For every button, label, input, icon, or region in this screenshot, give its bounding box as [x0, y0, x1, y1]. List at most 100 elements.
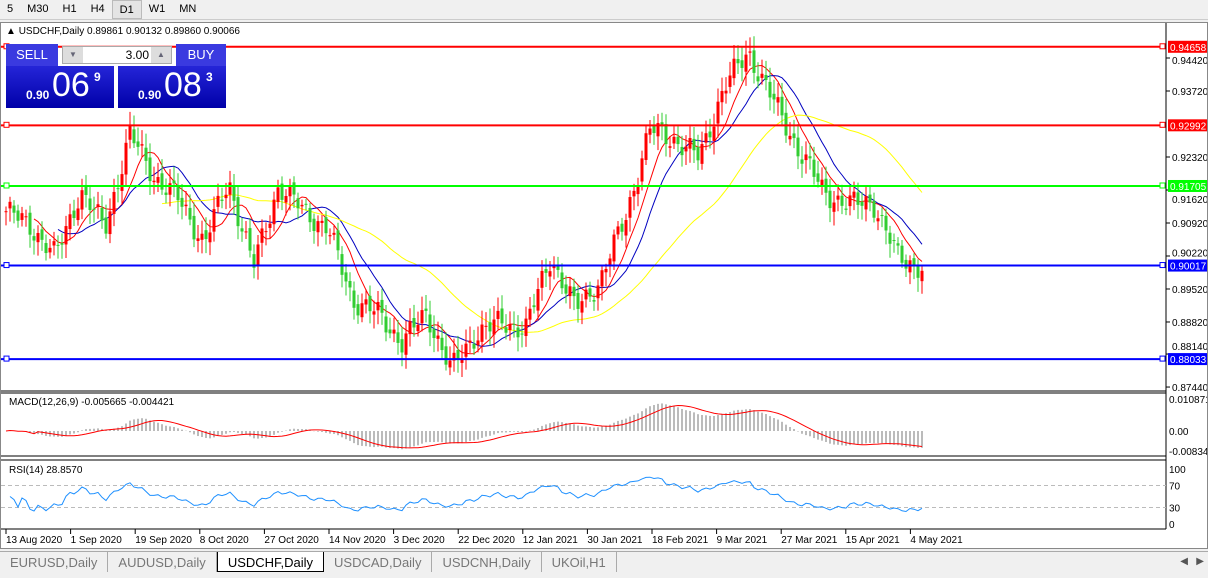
- macd-histogram-bar: [741, 409, 743, 431]
- candle-body: [492, 319, 496, 335]
- macd-histogram-bar: [873, 431, 875, 444]
- candle-body: [636, 185, 640, 195]
- macd-histogram-bar: [197, 431, 199, 437]
- macd-histogram-bar: [41, 431, 43, 435]
- rsi-axis-label: 30: [1169, 504, 1181, 515]
- chart-canvas[interactable]: 0.944200.937200.923200.916200.909200.902…: [1, 23, 1208, 548]
- buy-button[interactable]: BUY: [176, 44, 226, 66]
- chart-tab[interactable]: EURUSD,Daily: [0, 552, 109, 572]
- candle-body: [812, 159, 816, 177]
- timeframe-w1[interactable]: W1: [148, 3, 166, 15]
- candle-body: [832, 202, 836, 212]
- candle-body: [336, 230, 340, 251]
- timeframe-d1[interactable]: D1: [111, 0, 142, 19]
- candle-body: [24, 216, 28, 218]
- candle-body: [816, 173, 820, 182]
- macd-histogram-bar: [101, 428, 103, 431]
- candle-body: [920, 270, 924, 282]
- macd-histogram-bar: [409, 431, 411, 448]
- candle-body: [748, 51, 752, 53]
- macd-histogram-bar: [245, 431, 247, 435]
- macd-histogram-bar: [801, 431, 803, 434]
- candle-body: [136, 141, 140, 147]
- timeframe-m30[interactable]: M30: [27, 3, 49, 15]
- candle-body: [192, 215, 196, 240]
- candle-body: [160, 173, 164, 190]
- candle-body: [624, 220, 628, 236]
- macd-histogram-bar: [125, 423, 127, 431]
- candle-body: [560, 272, 564, 289]
- candle-body: [592, 300, 596, 302]
- candle-body: [544, 269, 548, 273]
- date-axis-label: 30 Jan 2021: [587, 535, 642, 546]
- rsi-line: [9, 476, 923, 513]
- macd-histogram-bar: [865, 431, 867, 444]
- candle-body: [864, 196, 868, 210]
- volume-input[interactable]: 3.00: [125, 48, 149, 62]
- level-handle: [1159, 262, 1166, 269]
- moving-average-line: [33, 64, 923, 355]
- macd-histogram-bar: [673, 406, 675, 431]
- candle-body: [328, 235, 332, 237]
- candle-body: [784, 112, 788, 136]
- candle-body: [456, 349, 460, 360]
- macd-histogram-bar: [485, 431, 487, 437]
- chart-tab[interactable]: AUDUSD,Daily: [108, 552, 217, 572]
- macd-histogram-bar: [525, 431, 527, 432]
- sell-price[interactable]: 0.90 06 9: [6, 66, 114, 108]
- candle-body: [96, 204, 100, 208]
- chart-tab[interactable]: USDCAD,Daily: [324, 552, 433, 572]
- macd-histogram-bar: [337, 431, 339, 436]
- chart-tab[interactable]: USDCNH,Daily: [432, 552, 542, 572]
- macd-histogram-bar: [541, 425, 543, 431]
- candle-body: [488, 322, 492, 332]
- price-axis-label: 0.91620: [1172, 195, 1207, 206]
- chart-tab[interactable]: USDCHF,Daily: [216, 552, 325, 572]
- macd-histogram-bar: [549, 423, 551, 431]
- candle-body: [172, 180, 176, 184]
- macd-histogram-bar: [569, 423, 571, 431]
- macd-histogram-bar: [73, 431, 75, 434]
- candle-body: [448, 360, 452, 368]
- timeframe-mn[interactable]: MN: [179, 3, 197, 15]
- buy-price[interactable]: 0.90 08 3: [118, 66, 226, 108]
- candle-body: [740, 60, 744, 68]
- timeframe-h4[interactable]: H4: [90, 3, 105, 15]
- candle-body: [60, 243, 64, 245]
- timeframe-5[interactable]: 5: [7, 3, 14, 15]
- macd-histogram-bar: [733, 410, 735, 431]
- tab-scroll-arrows[interactable]: ◀ ▶: [1180, 556, 1204, 567]
- sell-price-fraction: 9: [94, 70, 101, 84]
- date-axis-label: 27 Mar 2021: [781, 535, 838, 546]
- date-axis-label: 13 Aug 2020: [6, 535, 63, 546]
- date-axis-label: 3 Dec 2020: [394, 535, 446, 546]
- macd-histogram-bar: [637, 413, 639, 431]
- macd-histogram-bar: [341, 431, 343, 438]
- collapse-triangle-icon[interactable]: ▲: [6, 26, 16, 37]
- candle-body: [680, 146, 684, 156]
- macd-histogram-bar: [661, 403, 663, 431]
- price-axis-label: 0.90220: [1172, 249, 1207, 260]
- macd-histogram-bar: [901, 431, 903, 447]
- timeframe-h1[interactable]: H1: [62, 3, 77, 15]
- sell-button[interactable]: SELL: [6, 44, 58, 66]
- volume-increase-icon[interactable]: ▲: [151, 47, 171, 63]
- candle-body: [420, 310, 424, 324]
- candle-body: [340, 254, 344, 275]
- candle-body: [536, 289, 540, 311]
- candle-body: [44, 243, 48, 254]
- macd-histogram-bar: [429, 431, 431, 443]
- volume-decrease-icon[interactable]: ▼: [63, 47, 83, 63]
- macd-histogram-bar: [909, 431, 911, 448]
- candle-body: [232, 185, 236, 201]
- candle-body: [176, 187, 180, 201]
- level-price-tag: [1168, 353, 1208, 366]
- macd-histogram-bar: [489, 431, 491, 436]
- candle-body: [720, 91, 724, 103]
- chart-tab[interactable]: UKOil,H1: [542, 552, 617, 572]
- macd-histogram-bar: [105, 430, 107, 431]
- candle-body: [68, 214, 72, 230]
- macd-histogram-bar: [553, 422, 555, 431]
- candle-body: [120, 174, 124, 191]
- macd-histogram-bar: [281, 431, 283, 432]
